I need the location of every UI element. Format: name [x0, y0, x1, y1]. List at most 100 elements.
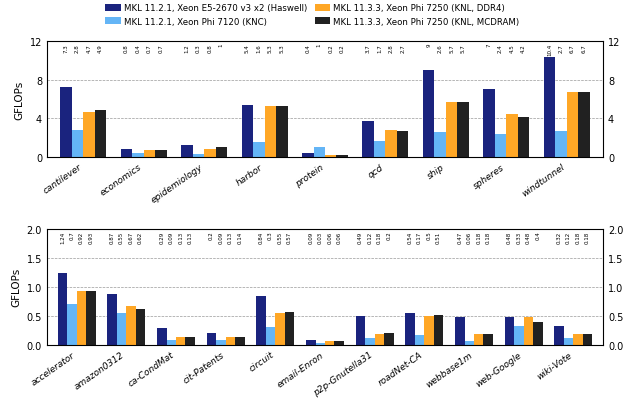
Bar — [386, 131, 397, 158]
Legend: MKL 11.2.1, Xeon E5-2670 v3 x2 (Haswell), MKL 11.2.1, Xeon Phi 7120 (KNC), MKL 1: MKL 11.2.1, Xeon E5-2670 v3 x2 (Haswell)… — [106, 4, 519, 26]
Text: 0.48: 0.48 — [507, 231, 512, 243]
Text: 5.4: 5.4 — [245, 44, 250, 53]
Text: 0.4: 0.4 — [536, 231, 541, 240]
Text: 5.3: 5.3 — [279, 44, 284, 53]
Text: 0.33: 0.33 — [516, 231, 521, 243]
Text: 6.7: 6.7 — [582, 44, 587, 53]
Bar — [356, 316, 365, 345]
Bar — [276, 107, 288, 158]
Text: 5.7: 5.7 — [449, 44, 454, 53]
Text: 0.87: 0.87 — [109, 231, 114, 243]
Text: 0.4: 0.4 — [305, 44, 310, 53]
Text: 0.13: 0.13 — [188, 231, 192, 243]
Bar — [567, 93, 578, 158]
Bar — [397, 132, 409, 158]
Bar — [58, 273, 68, 345]
Bar — [216, 148, 227, 158]
Text: 0.92: 0.92 — [79, 231, 84, 243]
Text: 0.8: 0.8 — [124, 44, 129, 53]
Text: 0.55: 0.55 — [278, 231, 282, 243]
Text: 0.7: 0.7 — [69, 231, 74, 240]
Bar — [564, 338, 573, 345]
Bar — [136, 309, 145, 345]
Text: 0.7: 0.7 — [147, 44, 152, 53]
Bar — [276, 313, 285, 345]
Text: 2.7: 2.7 — [559, 44, 564, 53]
Text: 0.18: 0.18 — [585, 231, 590, 243]
Bar — [556, 132, 567, 158]
Bar — [434, 133, 446, 158]
Bar — [455, 318, 464, 345]
Bar — [316, 343, 325, 345]
Bar — [374, 334, 384, 345]
Bar — [181, 146, 192, 158]
Bar — [77, 292, 86, 345]
Bar — [362, 122, 374, 158]
Bar — [582, 334, 592, 345]
Bar — [483, 334, 493, 345]
Text: 0.17: 0.17 — [417, 231, 422, 243]
Text: 0.54: 0.54 — [408, 231, 412, 243]
Text: 2.7: 2.7 — [400, 44, 405, 53]
Text: 4.9: 4.9 — [98, 44, 103, 53]
Text: 0.06: 0.06 — [337, 231, 342, 243]
Text: 0.2: 0.2 — [340, 44, 345, 53]
Text: 0.3: 0.3 — [196, 44, 201, 53]
Bar — [107, 295, 117, 345]
Bar — [573, 334, 582, 345]
Text: 4.5: 4.5 — [509, 44, 514, 53]
Bar — [524, 317, 533, 345]
Bar — [325, 156, 336, 158]
Bar — [144, 151, 155, 158]
Bar — [578, 93, 590, 158]
Bar — [204, 150, 216, 158]
Bar — [72, 131, 83, 158]
Bar — [464, 341, 474, 345]
Text: 9: 9 — [426, 44, 431, 47]
Bar — [226, 337, 235, 345]
Bar — [334, 341, 344, 345]
Text: 0.06: 0.06 — [467, 231, 472, 243]
Bar — [68, 304, 77, 345]
Text: 0.12: 0.12 — [368, 231, 372, 243]
Bar — [241, 105, 253, 158]
Bar — [192, 155, 204, 158]
Bar — [253, 142, 264, 158]
Text: 3.7: 3.7 — [366, 44, 371, 53]
Y-axis label: GFLOPs: GFLOPs — [14, 80, 24, 119]
Text: 1.2: 1.2 — [184, 44, 189, 53]
Bar — [325, 341, 334, 345]
Text: 0.48: 0.48 — [526, 231, 531, 243]
Bar — [121, 150, 132, 158]
Text: 5.7: 5.7 — [461, 44, 466, 53]
Text: 1.7: 1.7 — [378, 44, 382, 53]
Text: 5.3: 5.3 — [268, 44, 272, 53]
Bar — [60, 87, 72, 158]
Bar — [94, 110, 106, 158]
Text: 4.2: 4.2 — [521, 44, 526, 53]
Text: 10.4: 10.4 — [547, 44, 552, 56]
Text: 0.2: 0.2 — [328, 44, 333, 53]
Bar — [446, 103, 458, 158]
Bar — [518, 117, 529, 158]
Text: 2.4: 2.4 — [498, 44, 503, 53]
Text: 0.18: 0.18 — [486, 231, 491, 243]
Bar — [176, 337, 186, 345]
Bar — [474, 334, 483, 345]
Bar — [302, 154, 314, 158]
Text: 0.09: 0.09 — [219, 231, 224, 243]
Text: 0.06: 0.06 — [328, 231, 332, 243]
Bar — [83, 112, 94, 158]
Bar — [483, 90, 495, 158]
Bar — [186, 337, 195, 345]
Text: 0.14: 0.14 — [238, 231, 242, 243]
Bar — [533, 322, 542, 345]
Text: 4.7: 4.7 — [86, 44, 91, 53]
Text: 0.13: 0.13 — [178, 231, 183, 243]
Bar — [207, 333, 216, 345]
Bar — [544, 57, 556, 158]
Text: 0.2: 0.2 — [386, 231, 391, 240]
Text: 0.32: 0.32 — [557, 231, 562, 243]
Text: 7: 7 — [487, 44, 492, 47]
Text: 1: 1 — [219, 44, 224, 47]
